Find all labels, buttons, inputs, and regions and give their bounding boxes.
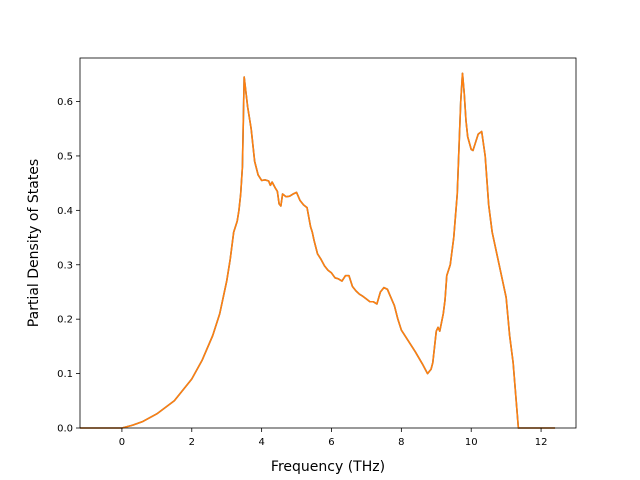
x-tick-label: 10 bbox=[465, 437, 478, 448]
y-tick-label: 0.5 bbox=[57, 151, 73, 162]
x-tick-label: 0 bbox=[119, 437, 125, 448]
y-axis-ticks: 0.0 0.1 0.2 0.3 0.4 0.5 0.6 bbox=[57, 97, 80, 435]
plot-frame bbox=[79, 57, 577, 429]
y-tick-label: 0.2 bbox=[57, 315, 73, 326]
x-axis-label: Frequency (THz) bbox=[271, 459, 385, 475]
y-tick-label: 0.1 bbox=[57, 369, 73, 380]
x-tick-label: 6 bbox=[328, 437, 334, 448]
x-tick-label: 8 bbox=[398, 437, 404, 448]
y-tick-label: 0.0 bbox=[57, 424, 73, 435]
y-tick-label: 0.3 bbox=[57, 260, 73, 271]
series-line-2 bbox=[80, 72, 556, 429]
y-tick-label: 0.4 bbox=[57, 206, 73, 217]
x-tick-label: 12 bbox=[535, 437, 548, 448]
x-axis-ticks: 0 2 4 6 8 10 12 bbox=[119, 428, 548, 448]
series-line-1 bbox=[80, 72, 556, 429]
x-tick-label: 4 bbox=[258, 437, 264, 448]
series-layer bbox=[80, 72, 556, 429]
y-axis-label: Partial Density of States bbox=[26, 159, 42, 327]
y-tick-label: 0.6 bbox=[57, 97, 73, 108]
x-tick-label: 2 bbox=[189, 437, 195, 448]
